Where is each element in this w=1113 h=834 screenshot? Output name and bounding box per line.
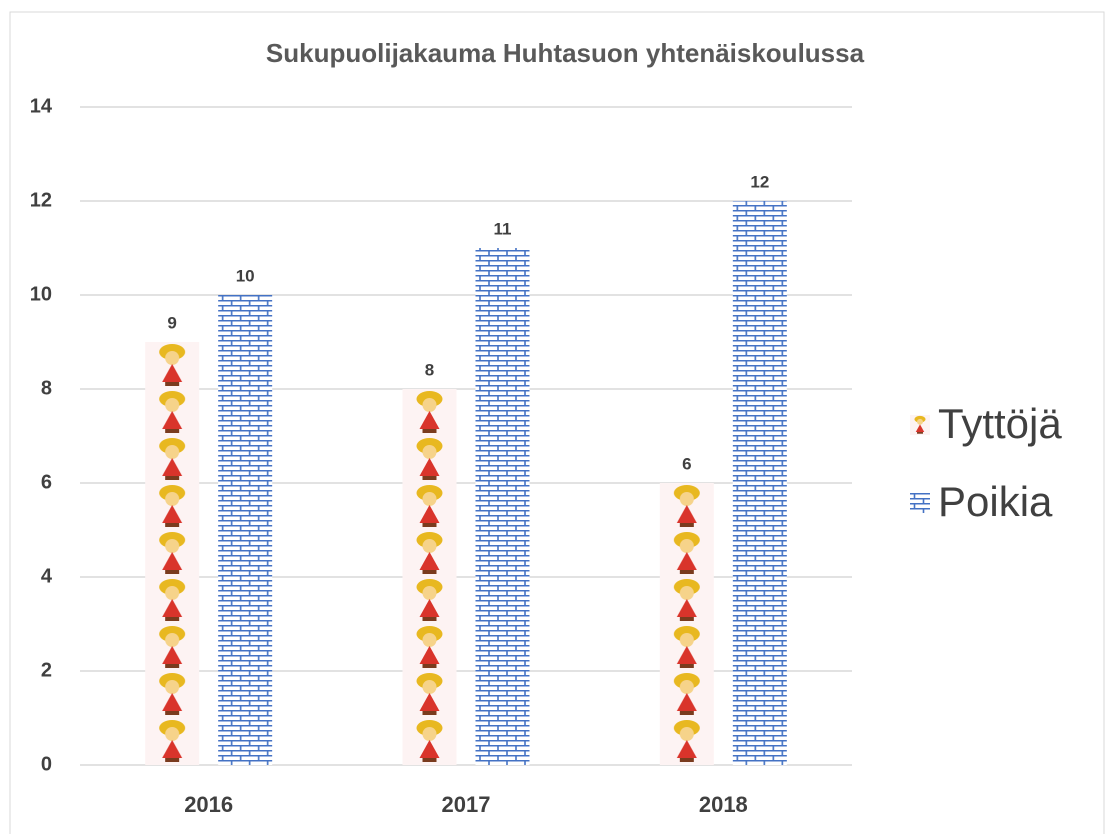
bar — [218, 295, 272, 765]
bar — [145, 342, 199, 765]
y-tick-label: 12 — [30, 189, 52, 211]
value-label: 12 — [750, 172, 769, 191]
legend-swatch — [910, 493, 930, 513]
y-tick-label: 8 — [41, 377, 52, 399]
bar — [476, 248, 530, 765]
x-tick-label: 2018 — [699, 792, 748, 817]
y-tick-label: 0 — [41, 753, 52, 775]
y-tick-label: 10 — [30, 283, 52, 305]
value-label: 11 — [494, 219, 512, 238]
bar — [403, 389, 457, 765]
y-tick-label: 14 — [30, 95, 53, 117]
value-label: 9 — [167, 313, 176, 332]
chart: Sukupuolijakauma Huhtasuon yhtenäiskoulu… — [0, 0, 1113, 834]
bar — [660, 483, 714, 765]
x-tick-label: 2016 — [184, 792, 233, 817]
legend-swatch — [910, 415, 930, 435]
page: Sukupuolijakauma Huhtasuon yhtenäiskoulu… — [0, 0, 1113, 834]
chart-title: Sukupuolijakauma Huhtasuon yhtenäiskoulu… — [266, 38, 865, 68]
legend-label: Poikia — [938, 478, 1053, 525]
value-label: 6 — [682, 454, 691, 473]
bar — [733, 201, 787, 765]
x-tick-label: 2017 — [442, 792, 491, 817]
value-label: 10 — [236, 266, 255, 285]
legend-label: Tyttöjä — [938, 400, 1062, 447]
y-tick-label: 6 — [41, 471, 52, 493]
y-tick-label: 2 — [41, 659, 52, 681]
value-label: 8 — [425, 360, 434, 379]
y-tick-label: 4 — [41, 565, 53, 587]
